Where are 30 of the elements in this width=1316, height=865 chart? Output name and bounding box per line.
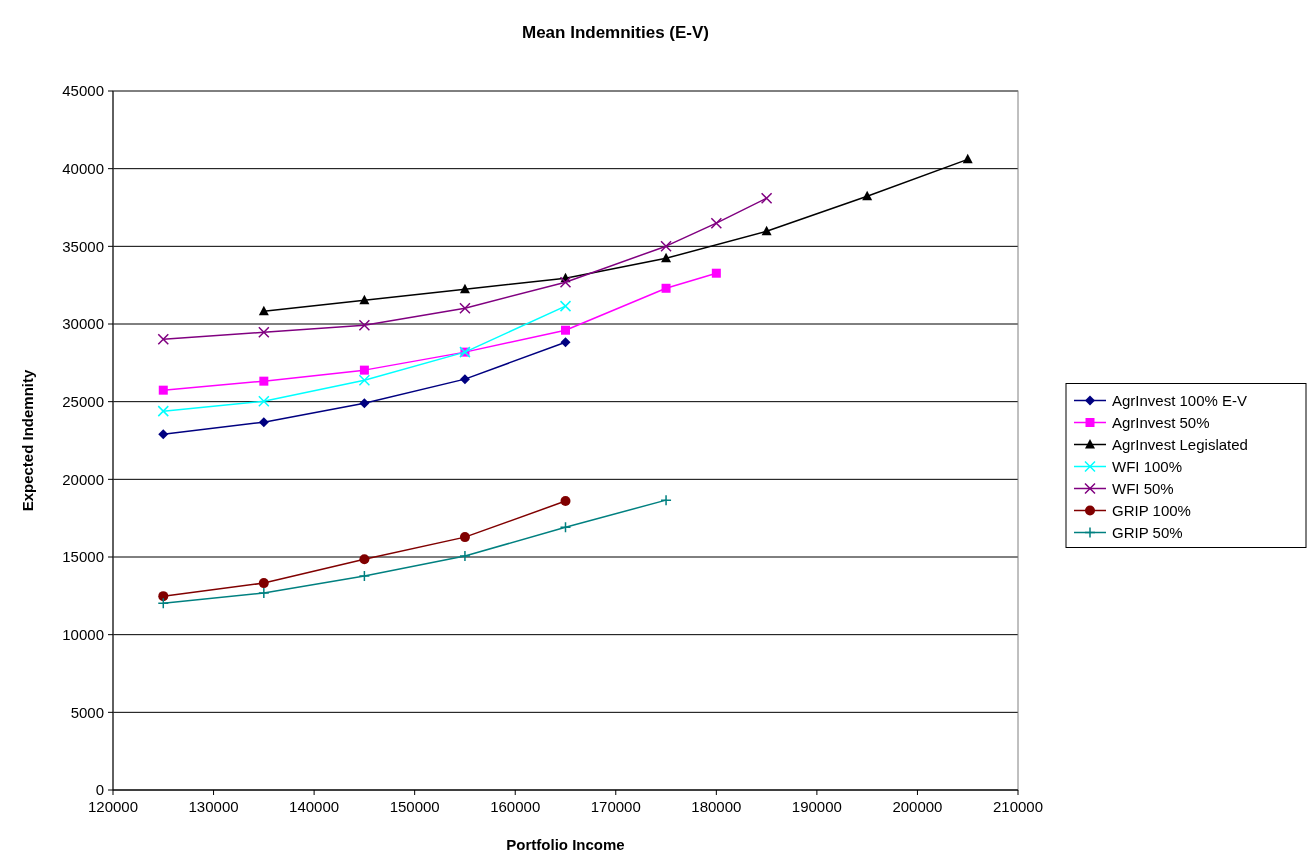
legend-label: AgrInvest 100% E-V — [1112, 391, 1248, 409]
x-tick-label: 130000 — [188, 798, 239, 815]
x-tick-label: 190000 — [791, 798, 842, 815]
legend-label: AgrInvest 50% — [1112, 413, 1210, 431]
y-tick-label: 20000 — [62, 470, 104, 488]
x-tick-label: 120000 — [87, 798, 139, 815]
x-tick-label: 180000 — [691, 798, 742, 815]
legend-label: GRIP 100% — [1112, 501, 1191, 519]
legend-label: AgrInvest Legislated — [1112, 435, 1248, 453]
x-tick-label: 170000 — [590, 798, 641, 815]
x-tick-label: 150000 — [389, 798, 440, 815]
x-tick-label: 210000 — [992, 798, 1044, 815]
legend-label: WFI 50% — [1112, 479, 1174, 497]
legend-label: GRIP 50% — [1112, 523, 1183, 541]
y-tick-label: 5000 — [70, 703, 104, 721]
y-tick-label: 45000 — [62, 82, 104, 100]
y-tick-label: 25000 — [62, 392, 104, 410]
chart-title: Mean Indemnities (E-V) — [521, 23, 710, 42]
y-tick-label: 30000 — [62, 315, 104, 333]
legend-label: WFI 100% — [1112, 457, 1183, 475]
y-tick-label: 15000 — [62, 548, 104, 566]
y-tick-label: 40000 — [62, 159, 104, 177]
y-tick-label: 10000 — [62, 625, 104, 643]
y-tick-label: 35000 — [62, 237, 104, 255]
x-axis-title: Portfolio Income — [506, 836, 625, 853]
y-tick-label: 0 — [95, 781, 104, 799]
x-tick-label: 160000 — [490, 798, 541, 815]
x-tick-label: 200000 — [892, 798, 943, 815]
x-tick-label: 140000 — [289, 798, 340, 815]
y-axis-title: Expected Indemnity — [19, 368, 36, 512]
